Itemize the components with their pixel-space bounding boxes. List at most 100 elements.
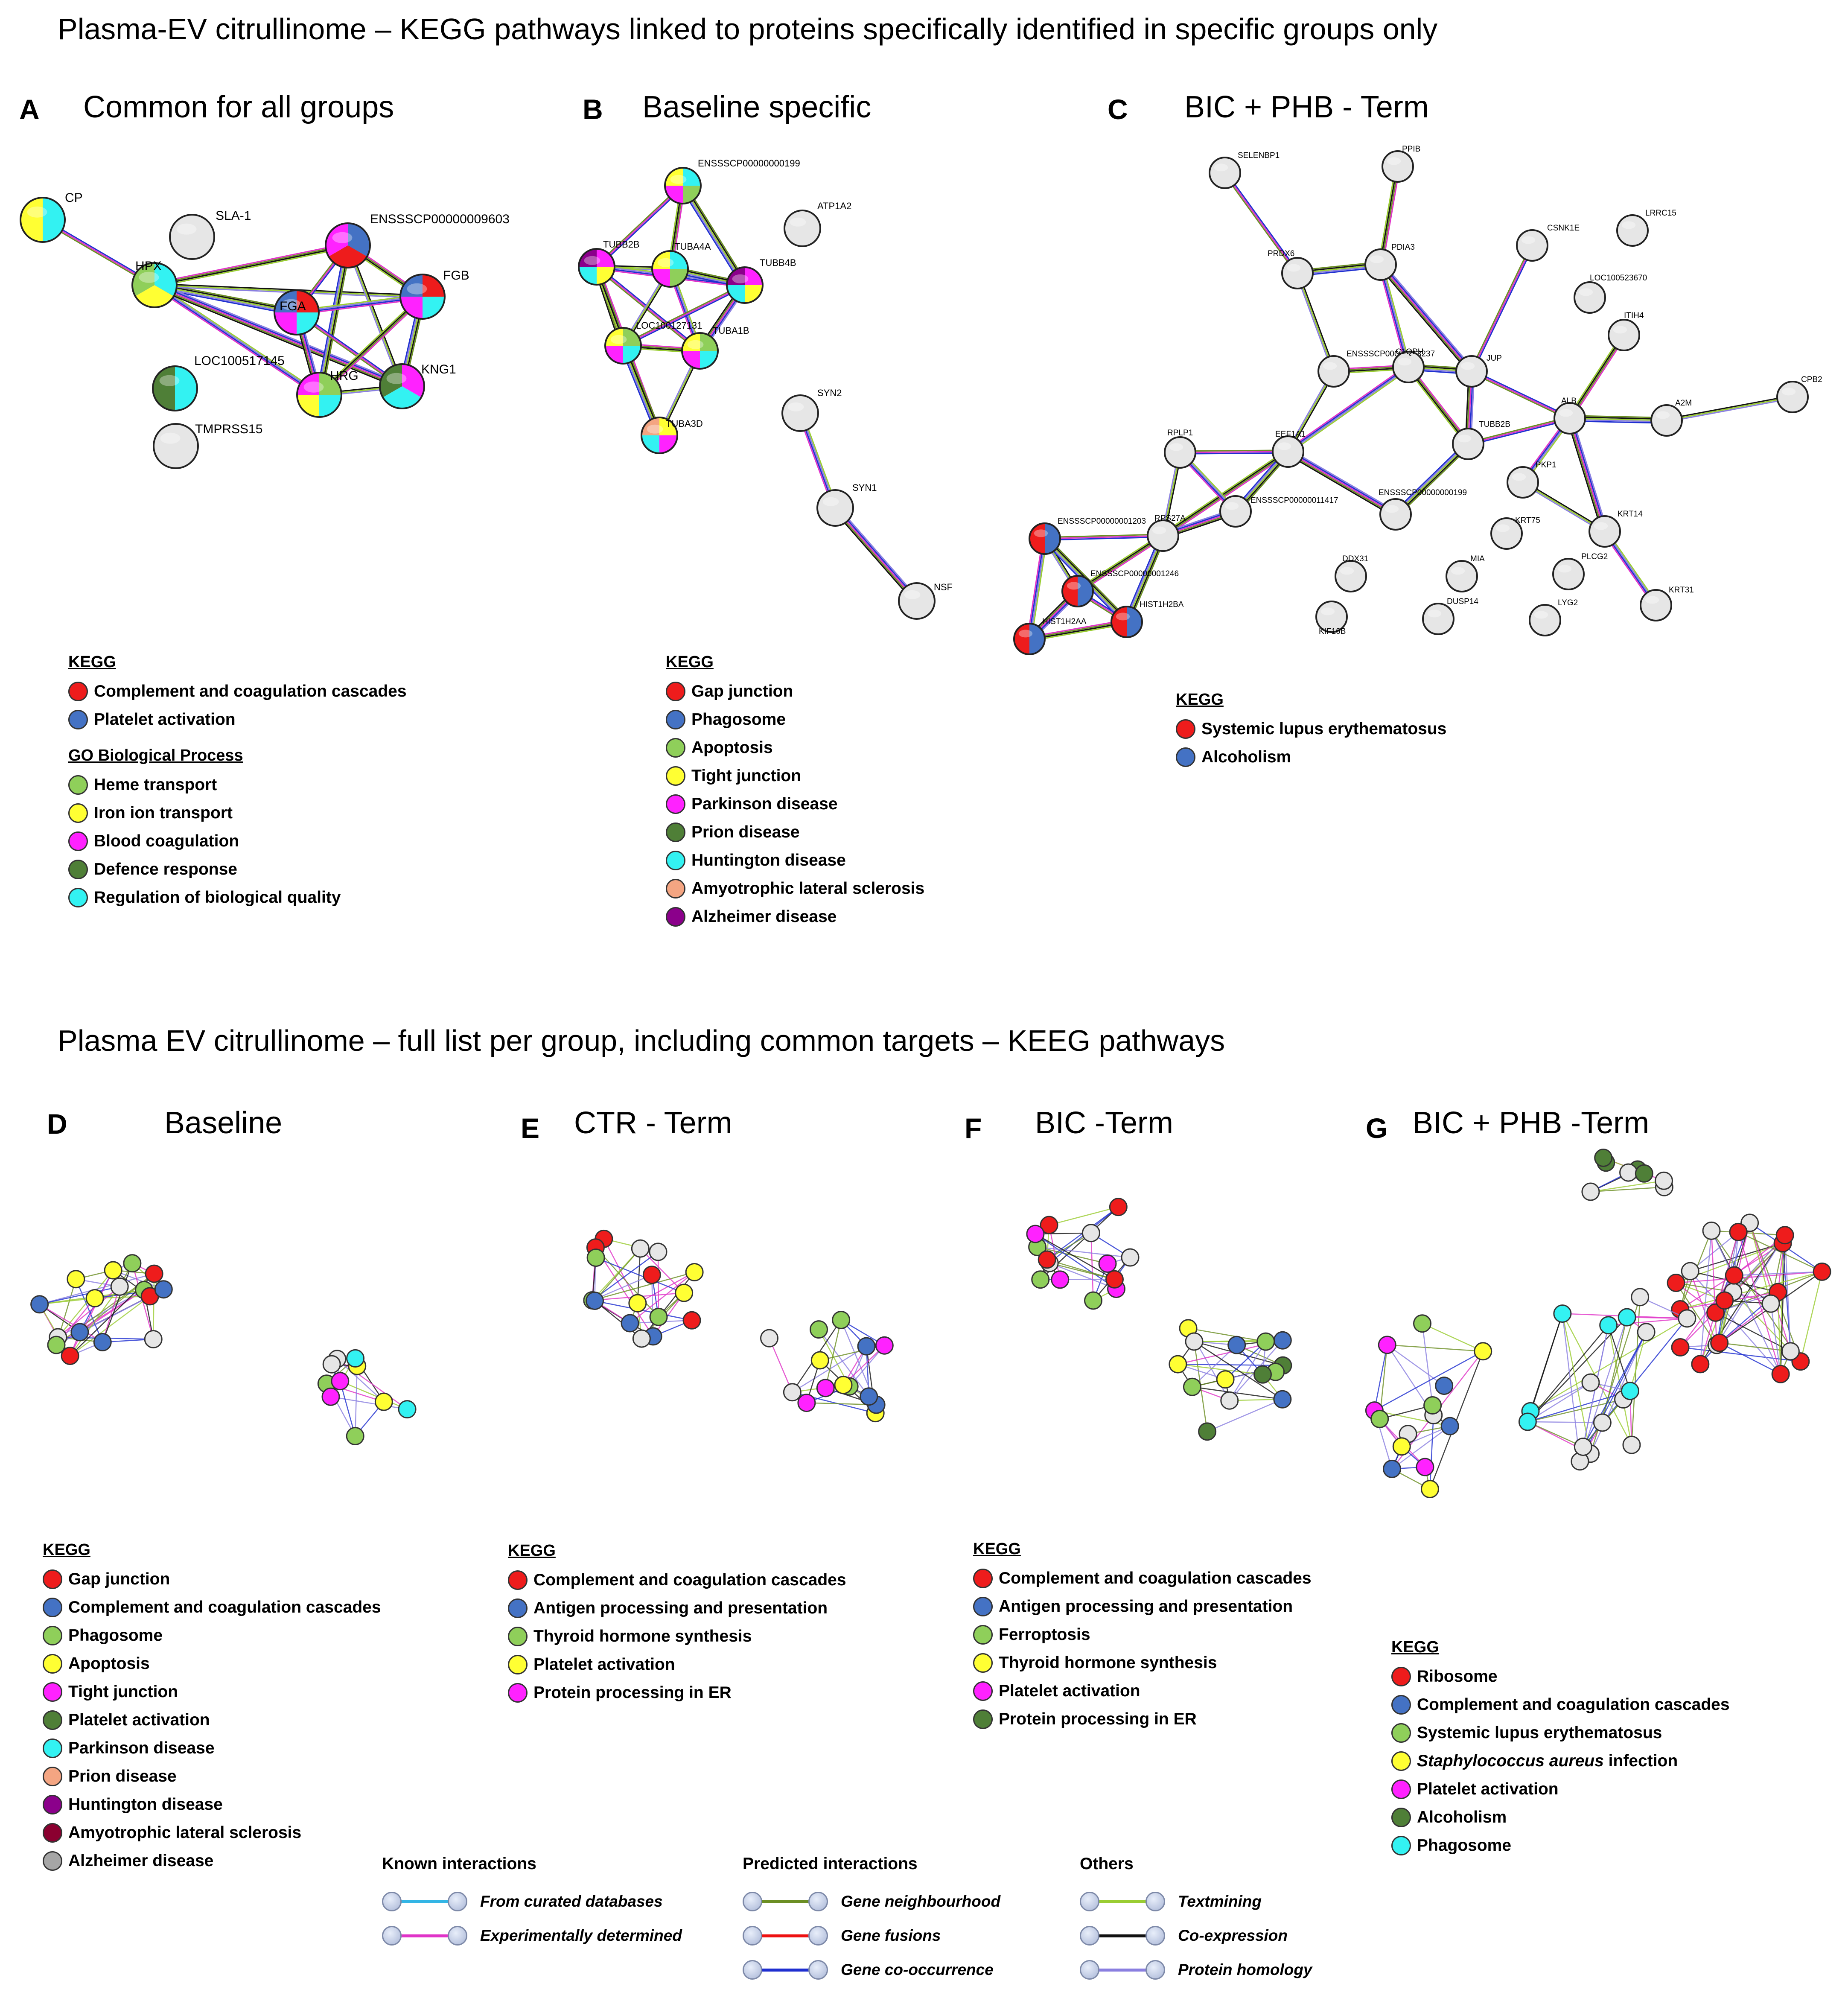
legend-label: Parkinson disease [691,795,838,813]
interaction-edge [1381,263,1473,371]
protein-label: HIST1H2BA [1140,600,1184,609]
protein-node: PKP1 [1507,461,1557,499]
panel-g-letter: G [1366,1112,1388,1144]
key-row: Co-expression [1080,1919,1312,1953]
legend-color-swatch [43,1626,62,1645]
legend-color-swatch [43,1654,62,1674]
interaction-edge [1192,1386,1283,1400]
interaction-edge [1026,538,1044,639]
interaction-edge [680,187,743,287]
key-predicted-interactions: Predicted interactions Gene neighbourhoo… [743,1855,1000,1987]
interaction-edge [595,1257,685,1294]
legend-color-swatch [666,682,685,701]
interaction-edge [1395,443,1469,515]
protein-node: LOC100523670 [1574,274,1647,314]
protein-label: LOC100517145 [194,354,285,368]
protein-label: FGA [280,299,306,313]
interaction-edge [594,1300,642,1339]
interaction-edge [1667,397,1793,423]
panel-f-title: BIC -Term [1035,1106,1173,1140]
protein-node [1637,1323,1656,1342]
protein-label: ENSSSCP00000001246 [1090,569,1179,578]
protein-node: TUBA4A [651,241,711,288]
protein-node [1581,1182,1600,1201]
interaction-edge [1394,442,1468,514]
interaction-edge [1288,368,1410,454]
legend-color-swatch [508,1683,528,1703]
interaction-edge [154,245,348,287]
interaction-edge [595,184,682,266]
interaction-edge [75,1279,103,1342]
legend-item: Amyotrophic lateral sclerosis [43,1819,381,1847]
protein-node [797,1394,816,1412]
interaction-edge [1382,262,1475,370]
protein-node: CSNK1E [1516,224,1580,262]
interaction-edge [592,1251,659,1301]
legend-label: Complement and coagulation cascades [999,1569,1312,1587]
interaction-edge [1225,172,1299,273]
interaction-edge [1049,1206,1119,1226]
protein-node [685,1263,704,1281]
key-other-interactions: Others Textmining Co-expression Protein … [1080,1855,1312,1987]
interaction-edge [1387,1344,1445,1386]
protein-node [1273,1331,1292,1350]
protein-node [93,1333,112,1351]
legend-color-swatch [666,794,685,814]
protein-node: TUBB2B [1452,420,1510,460]
protein-node [1775,1226,1794,1245]
legend-color-swatch [1391,1779,1411,1799]
protein-node: TUBB4B [726,257,796,304]
protein-node: ITIH4 [1608,311,1644,351]
legend-label: Protein processing in ER [999,1710,1197,1728]
legend-label: Platelet activation [1417,1780,1559,1798]
legend-label: Phagosome [68,1626,163,1645]
legend-heading: KEGG [68,653,116,671]
interaction-edge [39,1298,95,1305]
protein-label: PPIB [1402,145,1420,154]
legend-item: Platelet activation [973,1677,1312,1705]
interaction-edge [1770,1303,1781,1374]
protein-node: ATP1A2 [784,201,851,247]
interaction-edge [1666,396,1793,421]
protein-node [110,1277,129,1296]
protein-node [1813,1262,1831,1281]
legend-item: Apoptosis [43,1650,381,1678]
legend-color-swatch [68,860,88,879]
interaction-edge [640,1248,685,1293]
legend-item: Alcoholism [1391,1803,1730,1832]
protein-node: JUP [1455,354,1502,388]
legend-label: Thyroid hormone synthesis [533,1627,752,1645]
protein-node: EEF1A1 [1272,430,1306,468]
protein-node: CP [20,191,83,243]
interaction-edge [595,267,700,353]
interaction-edge [154,283,423,296]
protein-label: SYN2 [817,388,842,398]
protein-node: TUBB2B [578,239,640,286]
protein-node [621,1314,639,1333]
protein-node: RPLP1 [1164,429,1196,469]
interaction-edge [834,508,916,603]
interaction-edge [1734,1271,1822,1276]
legend-item: Systemic lupus erythematosus [1176,715,1446,743]
legend-panel-f: KEGG Complement and coagulation cascades A… [973,1540,1312,1733]
interaction-edge [1286,365,1408,451]
legend-color-swatch [68,775,88,795]
legend-item: Apoptosis [666,734,924,762]
interaction-edge [154,283,403,386]
interaction-edge [1409,365,1470,443]
interaction-edge [1049,1262,1116,1289]
protein-node: SELENBP1 [1209,151,1280,189]
panel-c-letter: C [1108,93,1128,125]
protein-label: ENSSSCP00000009603 [370,212,510,226]
protein-node: LYG2 [1529,598,1578,636]
protein-node [649,1243,667,1261]
interaction-edge [769,1338,793,1393]
interaction-edge [39,1304,103,1343]
protein-label: A2M [1675,399,1692,408]
protein-node [1655,1171,1673,1190]
protein-node: ALB [1554,397,1586,435]
interaction-edge [1029,622,1127,641]
interaction-edge [1569,420,1667,424]
interaction-edge [1380,264,1472,372]
protein-node: NSF [898,582,953,620]
